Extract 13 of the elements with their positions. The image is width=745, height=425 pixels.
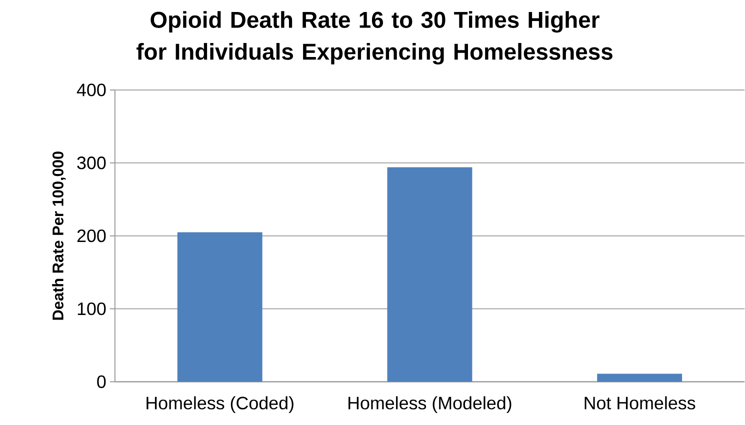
chart-title: Opioid Death Rate 16 to 30 Times Higher for Individuals Experiencing Homelessness — [136, 11, 612, 65]
y-tick-label: 300 — [77, 156, 106, 170]
y-tick-label: 400 — [76, 84, 106, 96]
y-tick-label: 200 — [77, 230, 106, 242]
y-tick-label: 100 — [78, 302, 106, 316]
x-tick-label: Homeless (Coded) — [146, 396, 294, 414]
bar — [597, 374, 682, 382]
bar — [177, 232, 262, 382]
x-tick-label: Homeless (Modeled) — [348, 396, 512, 414]
bar — [387, 167, 472, 382]
y-tick-label: 0 — [97, 376, 106, 388]
x-tick-label: Not Homeless — [584, 396, 696, 410]
y-axis-title: Death Rate Per 100,000 — [52, 152, 66, 320]
